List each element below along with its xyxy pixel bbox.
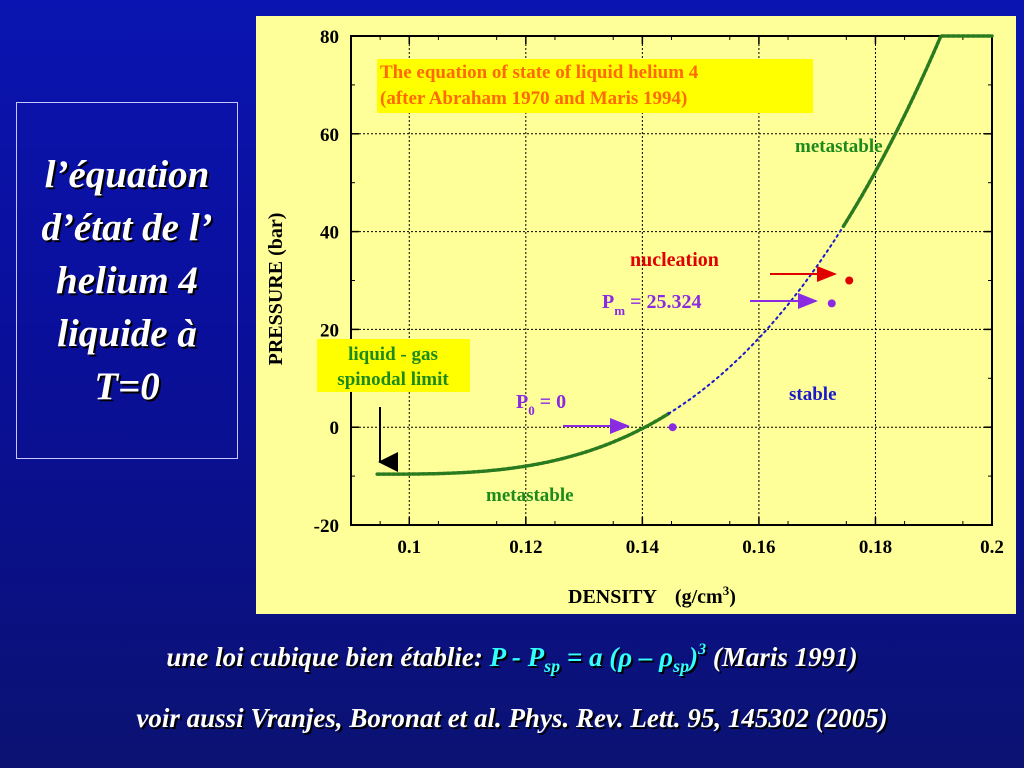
- curve: [375, 34, 994, 476]
- metastable-label-top: metastable: [795, 136, 883, 157]
- caption-prefix: une loi cubique bien établie:: [166, 642, 490, 672]
- eos-curve-core: [842, 35, 992, 227]
- eos-curve-metastable: [375, 411, 671, 476]
- markers: [668, 276, 854, 432]
- title-line: T=0: [94, 365, 160, 408]
- title-background: [377, 59, 813, 113]
- axis-ticks: 0.1 0.12 0.14 0.16 0.18 0.2 -20 0 20 40 60 80: [314, 27, 1004, 558]
- x-tick-label: 0.16: [742, 537, 775, 558]
- y-tick-label: 60: [320, 125, 339, 146]
- caption-equation: P - Psp = a (ρ – ρsp)3: [489, 641, 707, 676]
- spinodal-label-line2: spinodal limit: [337, 369, 449, 390]
- eos-curve-stable: [667, 225, 845, 415]
- x-tick-label: 0.14: [626, 537, 660, 558]
- eos-curve-metastable: [841, 34, 994, 229]
- stable-label: stable: [789, 384, 837, 405]
- caption-reference: voir aussi Vranjes, Boronat et al. Phys.…: [136, 703, 888, 733]
- x-axis-label: DENSITY (g/cm3): [568, 583, 736, 608]
- y-axis-label: PRESSURE (bar): [265, 213, 287, 366]
- x-tick-label: 0.12: [509, 537, 542, 558]
- caption-cubic-law: une loi cubique bien établie: P - Psp = …: [0, 641, 1024, 677]
- marker-Pm: [827, 299, 836, 308]
- marker-P0: [668, 423, 677, 432]
- eos-chart: 0.1 0.12 0.14 0.16 0.18 0.2 -20 0 20 40 60 80 The e…: [265, 27, 1004, 608]
- chart-panel: 0.1 0.12 0.14 0.16 0.18 0.2 -20 0 20 40 60 80 The e…: [256, 16, 1016, 614]
- caption-suffix: (Maris 1991): [706, 642, 858, 672]
- title-line: d’état de l’: [41, 206, 213, 249]
- pm-label: Pm = 25.324: [602, 291, 701, 318]
- spinodal-label-background: [317, 339, 470, 392]
- chart-title-line2: (after Abraham 1970 and Maris 1994): [380, 88, 687, 109]
- title-line: l’équation: [44, 153, 210, 196]
- title-line: liquide à: [57, 312, 197, 355]
- spinodal-label-line1: liquid - gas: [348, 344, 438, 365]
- y-tick-label: 80: [320, 27, 339, 48]
- y-tick-label: 40: [320, 223, 339, 244]
- x-tick-label: 0.2: [980, 537, 1004, 558]
- title-box: l’équation d’état de l’ helium 4 liquide…: [16, 102, 238, 459]
- y-tick-label: 0: [330, 418, 340, 439]
- p0-label: P0 = 0: [516, 391, 566, 418]
- chart-title-line1: The equation of state of liquid helium 4: [380, 62, 699, 83]
- y-tick-label: -20: [314, 516, 339, 537]
- nucleation-label: nucleation: [630, 249, 719, 271]
- marker-nucleation: [845, 276, 854, 285]
- metastable-label-bottom: metastable: [486, 485, 574, 506]
- title-line: helium 4: [56, 259, 198, 302]
- x-tick-label: 0.1: [397, 537, 421, 558]
- y-tick-label: 20: [320, 320, 339, 341]
- x-tick-label: 0.18: [859, 537, 892, 558]
